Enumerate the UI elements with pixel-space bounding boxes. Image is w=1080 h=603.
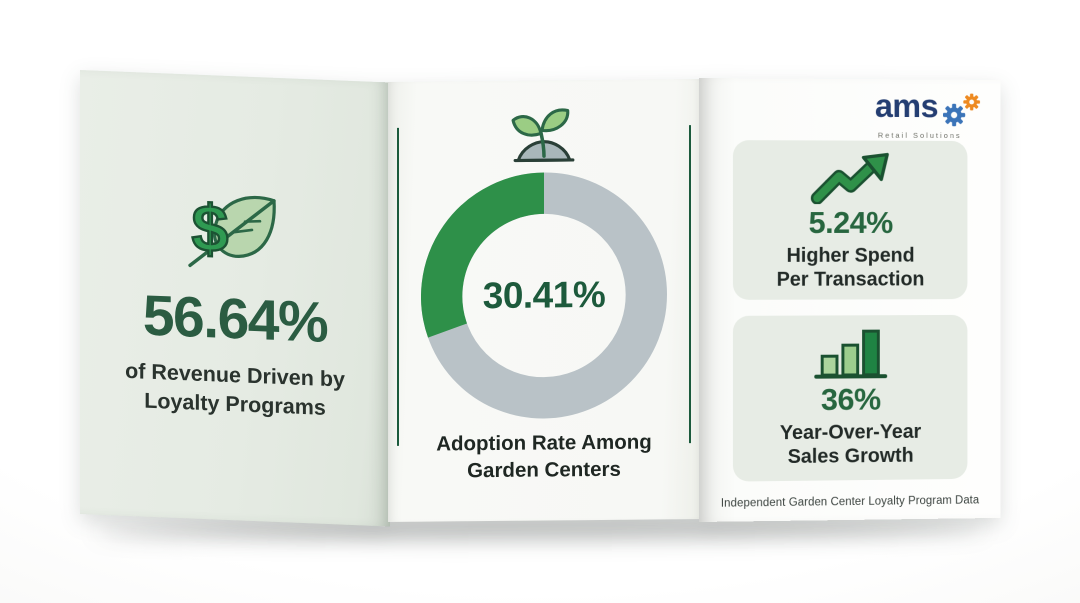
source-footnote: Independent Garden Center Loyalty Progra… [720,494,980,510]
adoption-donut-chart: 30.41% [421,171,667,419]
higher-spend-value: 5.24% [808,205,893,240]
ams-logo-tagline: Retail Solutions [877,130,962,141]
trifold-brochure: $ 56.64% of Revenue Driven by Loyalty Pr… [80,66,1004,536]
donut-center-label: 30.41% [482,273,606,317]
bar-chart-icon [813,327,888,381]
revenue-stat-caption: of Revenue Driven by Loyalty Programs [125,357,345,423]
gear-blue-icon [943,103,966,127]
revenue-caption-line2: Loyalty Programs [144,388,326,420]
gear-orange-icon [963,93,980,111]
donut-chart-svg [421,172,667,419]
higher-spend-caption-line2: Per Transaction [776,268,925,291]
ams-logo: ams [874,87,981,141]
ams-logo-wordmark: ams [874,87,939,125]
sales-growth-value: 36% [820,381,881,417]
sales-growth-caption: Year-Over-Year Sales Growth [733,420,967,470]
adoption-caption-line1: Adoption Rate Among [436,430,652,456]
higher-spend-caption-line1: Higher Spend [786,244,915,267]
revenue-stat-block: $ 56.64% of Revenue Driven by Loyalty Pr… [80,70,390,425]
sales-growth-caption-line2: Sales Growth [787,444,914,469]
stat-card-higher-spend: 5.24% Higher Spend Per Transaction [732,140,968,300]
right-divider-rule [689,125,691,444]
trending-up-arrow-icon [808,152,893,204]
revenue-caption-line1: of Revenue Driven by [125,358,345,392]
adoption-caption: Adoption Rate Among Garden Centers [388,429,700,485]
revenue-stat-value: 56.64% [142,283,328,355]
adoption-caption-line2: Garden Centers [467,457,621,482]
higher-spend-caption: Higher Spend Per Transaction [733,244,967,292]
donut-value-segment [421,172,545,338]
left-divider-rule [397,127,399,446]
sales-growth-caption-line1: Year-Over-Year [779,420,922,445]
svg-text:$: $ [192,191,229,266]
seedling-icon [511,108,575,163]
panel-adoption-donut: 30.41% Adoption Rate Among Garden Center… [388,79,700,523]
panel-revenue-stat: $ 56.64% of Revenue Driven by Loyalty Pr… [80,70,390,527]
dollar-leaf-icon: $ [188,189,276,267]
gears-icon [943,93,980,127]
panel-results-stats: ams [699,78,1001,522]
ams-logo-row: ams [874,87,981,128]
stat-card-sales-growth: 36% Year-Over-Year Sales Growth [732,314,968,482]
